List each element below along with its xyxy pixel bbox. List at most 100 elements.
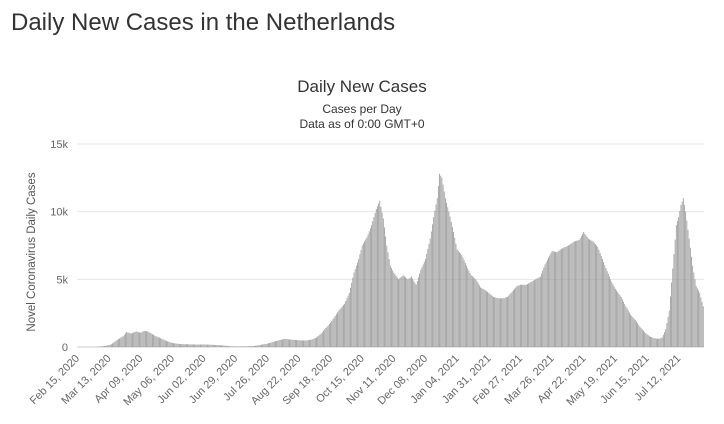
bar bbox=[126, 332, 128, 347]
bar bbox=[339, 309, 341, 347]
bar bbox=[364, 241, 365, 347]
bar bbox=[532, 280, 534, 347]
bar bbox=[592, 241, 594, 347]
bar bbox=[177, 343, 179, 347]
bar bbox=[617, 292, 619, 347]
bar bbox=[255, 345, 256, 347]
bar bbox=[408, 278, 410, 347]
bar bbox=[351, 282, 353, 347]
bar bbox=[265, 343, 267, 347]
bar bbox=[231, 346, 233, 347]
bar bbox=[564, 247, 566, 347]
bar bbox=[152, 334, 153, 347]
bar bbox=[448, 211, 450, 347]
bar bbox=[248, 346, 249, 347]
bar bbox=[689, 247, 691, 347]
bar bbox=[250, 346, 252, 347]
bar bbox=[497, 298, 499, 347]
bar bbox=[332, 319, 334, 347]
bar bbox=[360, 250, 362, 347]
bar bbox=[660, 337, 662, 347]
bar bbox=[524, 284, 526, 347]
bar bbox=[396, 277, 398, 347]
bar bbox=[350, 287, 351, 347]
bar bbox=[631, 315, 633, 347]
bar bbox=[509, 294, 511, 347]
bar bbox=[118, 339, 119, 347]
bar bbox=[307, 340, 309, 347]
bar bbox=[296, 340, 297, 347]
bar bbox=[418, 277, 419, 347]
bar bbox=[514, 288, 515, 347]
bar bbox=[388, 259, 390, 347]
bar bbox=[585, 235, 587, 347]
bar bbox=[242, 346, 244, 347]
bar bbox=[154, 335, 156, 347]
bar bbox=[328, 323, 330, 347]
bar bbox=[624, 304, 626, 347]
bar bbox=[538, 277, 540, 347]
bar bbox=[347, 295, 349, 347]
bar bbox=[403, 276, 405, 347]
bar bbox=[459, 252, 460, 347]
bar bbox=[106, 345, 108, 347]
bar bbox=[305, 340, 307, 347]
bar bbox=[148, 332, 150, 347]
bar bbox=[443, 191, 445, 347]
bar bbox=[646, 334, 648, 347]
bar bbox=[523, 284, 525, 347]
bar bbox=[569, 244, 571, 347]
bar bbox=[268, 343, 269, 347]
bar bbox=[620, 296, 622, 347]
bar bbox=[395, 275, 397, 347]
bar bbox=[382, 218, 384, 347]
bar bbox=[445, 198, 446, 347]
bar bbox=[677, 221, 678, 347]
bar bbox=[411, 276, 412, 347]
bar bbox=[477, 283, 479, 347]
bar bbox=[167, 341, 169, 347]
bar bbox=[643, 330, 644, 347]
bar bbox=[377, 206, 378, 347]
bar bbox=[607, 273, 609, 347]
bar bbox=[125, 333, 126, 347]
bar bbox=[568, 245, 569, 347]
bar bbox=[146, 331, 147, 347]
bar bbox=[134, 331, 136, 347]
bar bbox=[577, 240, 579, 347]
bar bbox=[426, 253, 428, 347]
bar bbox=[256, 345, 258, 347]
bar bbox=[691, 256, 692, 347]
bar bbox=[304, 340, 306, 347]
bar bbox=[107, 345, 109, 347]
bar bbox=[282, 339, 283, 347]
bar bbox=[659, 338, 661, 347]
bar bbox=[681, 201, 683, 347]
bar bbox=[668, 310, 670, 347]
bar bbox=[303, 340, 305, 347]
bar bbox=[337, 312, 338, 347]
bar bbox=[446, 202, 447, 347]
bar bbox=[202, 344, 204, 347]
bar bbox=[357, 262, 358, 347]
bar bbox=[140, 332, 142, 347]
bar bbox=[184, 344, 186, 347]
bar bbox=[246, 346, 248, 347]
bar bbox=[283, 339, 285, 347]
bar bbox=[276, 340, 278, 347]
bar bbox=[480, 287, 481, 347]
bar bbox=[183, 344, 185, 347]
bar bbox=[113, 342, 115, 347]
bar bbox=[289, 339, 290, 347]
bar bbox=[241, 346, 242, 347]
bar bbox=[386, 245, 388, 347]
bar bbox=[123, 334, 125, 347]
bar bbox=[461, 254, 463, 347]
bar bbox=[462, 257, 464, 347]
bar bbox=[191, 344, 193, 347]
bar bbox=[203, 344, 205, 347]
bar bbox=[531, 281, 533, 347]
bar bbox=[100, 346, 102, 347]
bar bbox=[245, 346, 247, 347]
